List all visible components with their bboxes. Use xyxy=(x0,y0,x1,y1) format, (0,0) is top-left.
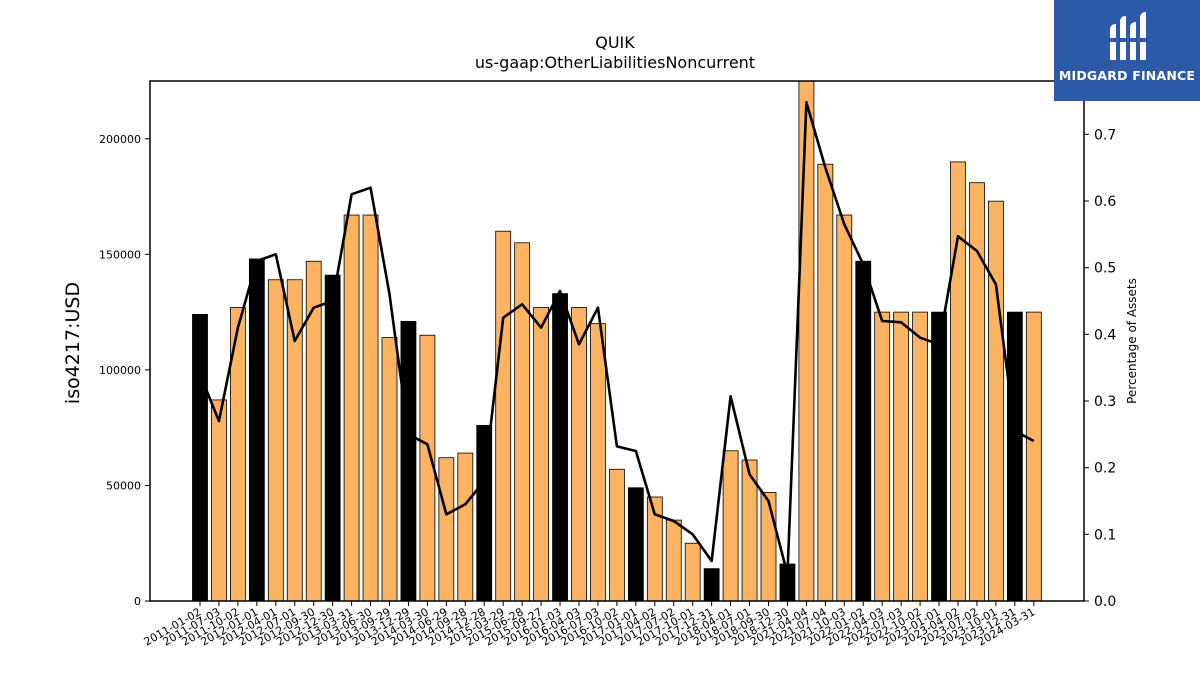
chart-subtitle: us-gaap:OtherLiabilitiesNoncurrent xyxy=(475,53,755,72)
bar xyxy=(874,311,891,601)
y-tick-label: 200000 xyxy=(99,133,141,146)
y2-tick-label: 0.2 xyxy=(1094,461,1116,477)
bar xyxy=(552,293,568,601)
chart-title: QUIK xyxy=(595,33,635,52)
bar xyxy=(950,161,966,601)
bar xyxy=(609,468,625,601)
bar xyxy=(343,214,360,601)
y2-tick-label: 0.6 xyxy=(1094,194,1116,210)
y-tick-label: 100000 xyxy=(99,364,141,377)
y-tick-label: 150000 xyxy=(99,248,141,261)
bar xyxy=(192,314,208,601)
midgard-logo-icon xyxy=(1108,12,1148,60)
bar xyxy=(646,496,663,601)
y-axis-label: iso4217:USD xyxy=(62,282,84,404)
brand-name: MIDGARD FINANCE xyxy=(1058,68,1196,83)
brand-logo: MIDGARD FINANCE xyxy=(1054,0,1200,101)
bar xyxy=(1006,311,1023,601)
bar xyxy=(324,274,341,601)
bar xyxy=(267,279,284,601)
bar xyxy=(495,230,512,601)
bar xyxy=(722,450,739,601)
bar xyxy=(362,214,379,601)
y2-tick-label: 0.7 xyxy=(1094,127,1116,143)
bar xyxy=(988,200,1004,601)
bar xyxy=(590,323,606,601)
bar xyxy=(912,311,928,601)
bar xyxy=(703,568,720,601)
bar xyxy=(286,279,303,601)
bar xyxy=(533,307,549,601)
bar xyxy=(836,214,853,601)
pct-line-group xyxy=(198,101,1035,576)
bar xyxy=(1025,311,1042,601)
y2-tick-label: 0.5 xyxy=(1094,261,1116,277)
bar xyxy=(438,457,455,601)
y-tick-label: 50000 xyxy=(106,479,141,492)
bar xyxy=(855,260,872,601)
bar xyxy=(571,307,587,601)
bar xyxy=(798,81,815,601)
bar xyxy=(400,320,417,601)
y2-tick-label: 0.0 xyxy=(1094,594,1116,610)
bar xyxy=(457,452,474,601)
bar xyxy=(305,260,322,601)
y2-axis-label: Percentage of Assets xyxy=(1125,278,1139,404)
bar xyxy=(684,542,701,601)
bar xyxy=(760,491,777,601)
bar xyxy=(817,163,834,601)
bar xyxy=(514,242,531,601)
bar xyxy=(627,487,644,601)
y2-tick-label: 0.4 xyxy=(1094,327,1116,343)
y2-tick-label: 0.3 xyxy=(1094,394,1116,410)
y2-tick-label: 0.1 xyxy=(1094,527,1116,543)
bar xyxy=(969,182,985,601)
bar xyxy=(229,307,246,601)
bar xyxy=(211,399,227,601)
bar xyxy=(381,337,398,601)
bar xyxy=(931,311,947,601)
bar xyxy=(893,311,910,601)
y-tick-label: 0 xyxy=(134,595,141,608)
bar xyxy=(476,424,493,601)
bars-group xyxy=(192,81,1042,601)
pct-of-assets-line xyxy=(198,101,1035,576)
bar xyxy=(665,519,682,601)
bar xyxy=(248,258,265,601)
axes-group: 0 50000 100000 150000 200000 0.0 0.1 0.2 0.3 0.4 0… xyxy=(99,80,1116,649)
